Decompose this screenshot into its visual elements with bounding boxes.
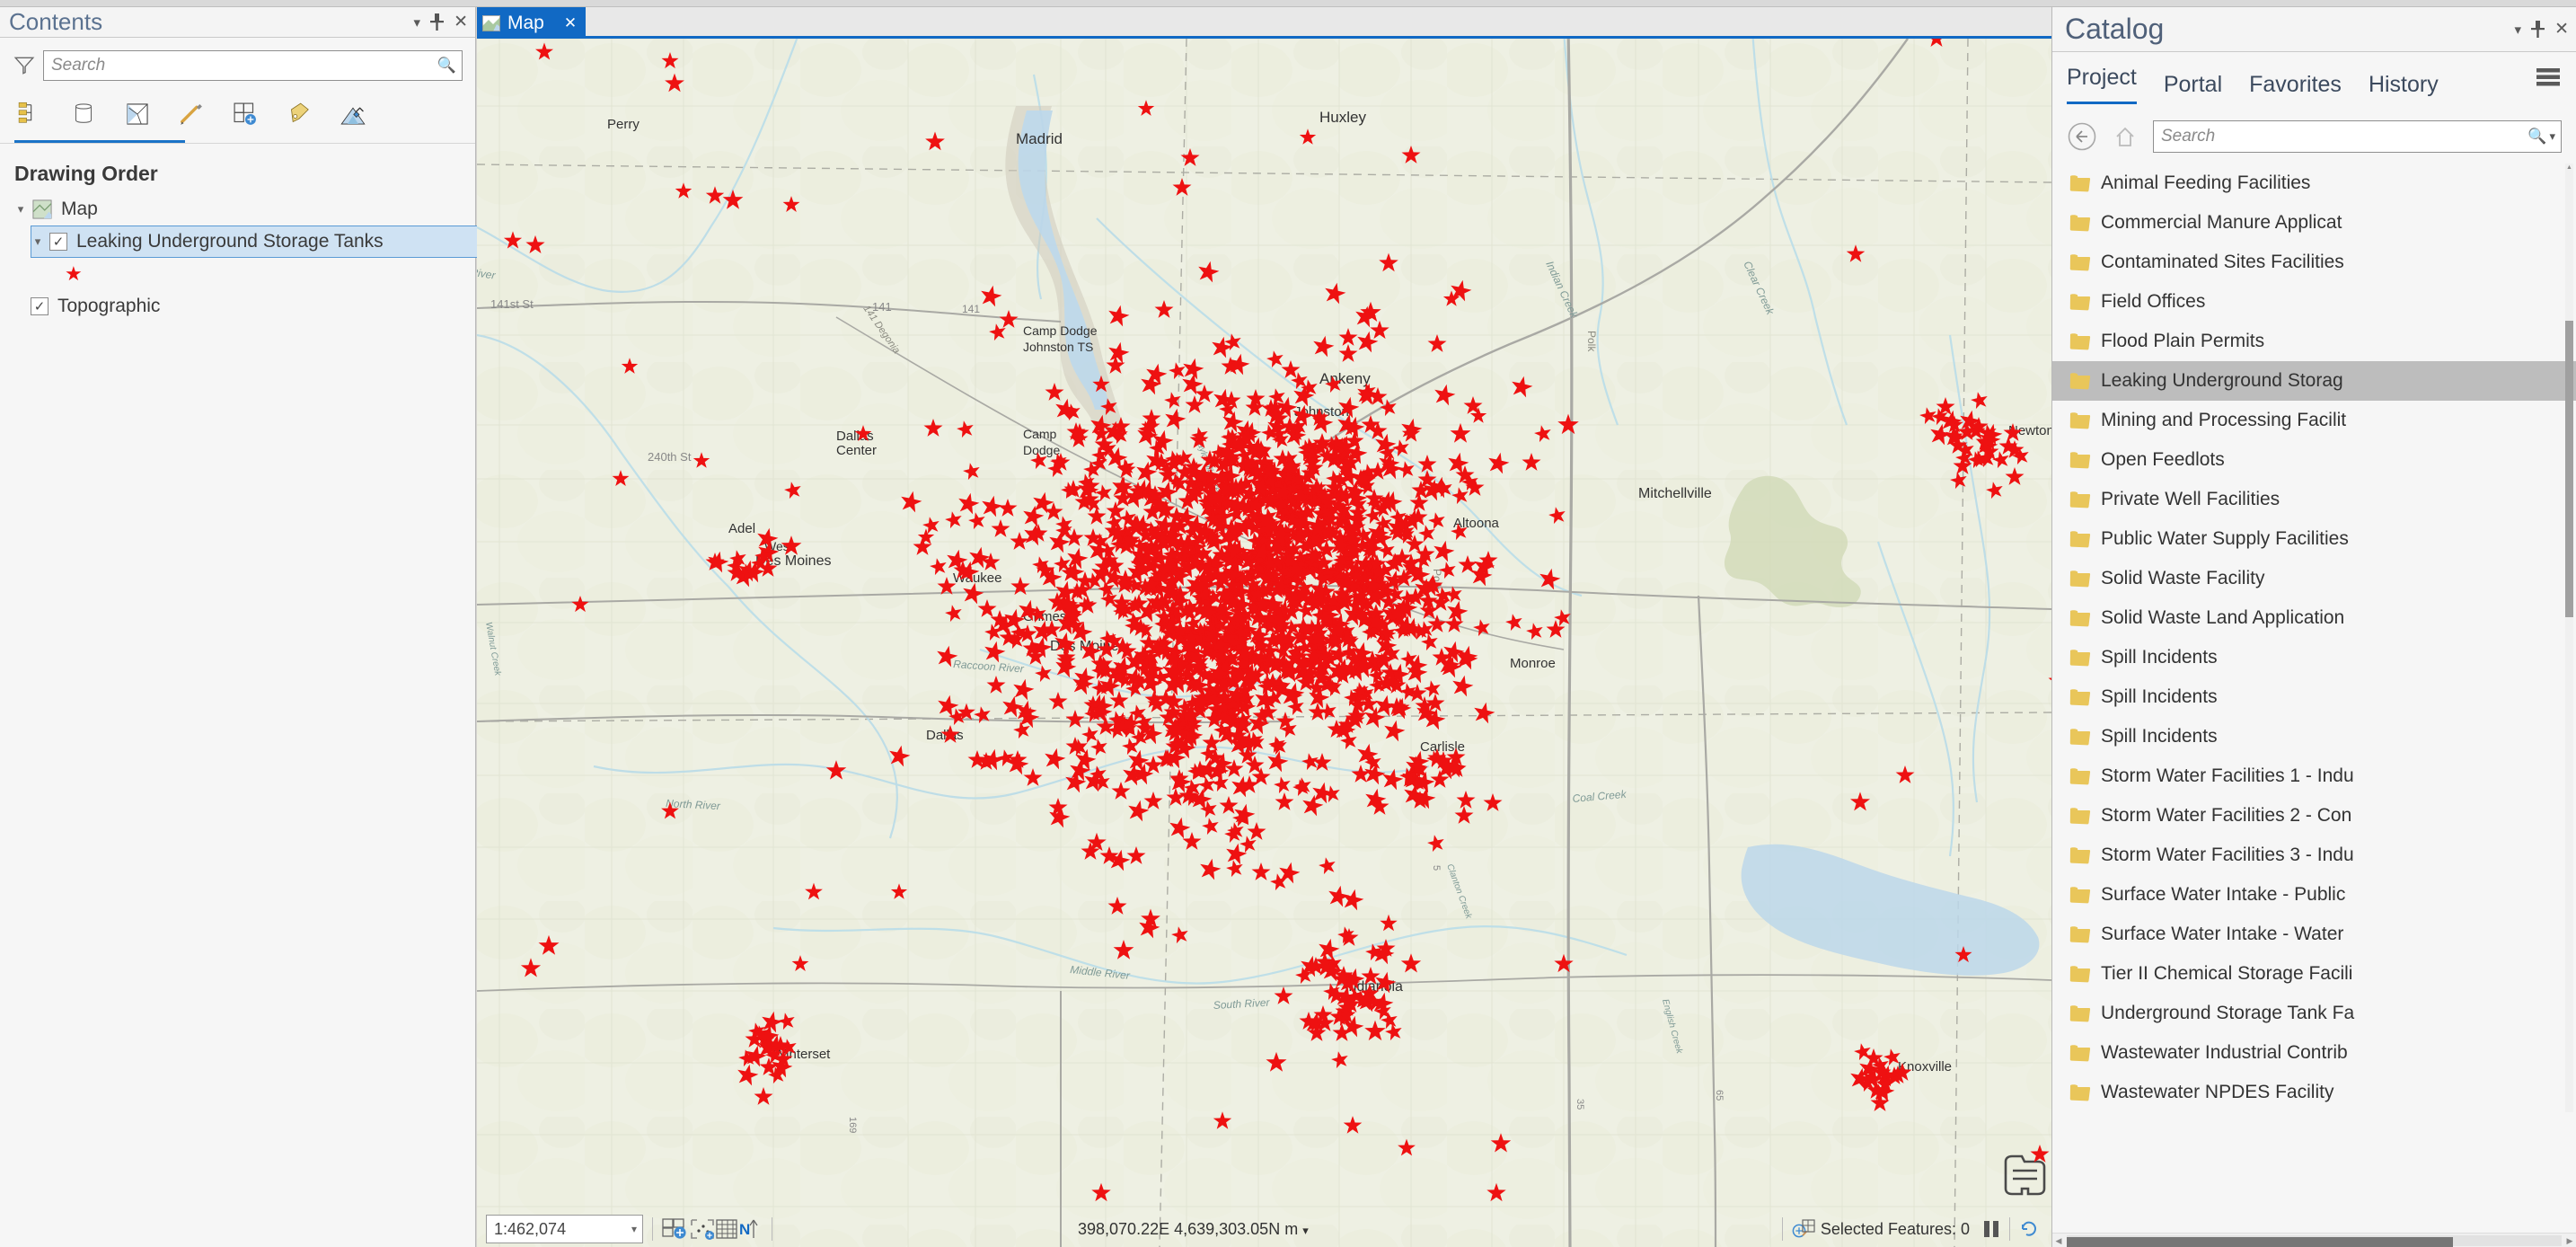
svg-text:Polk: Polk xyxy=(1585,331,1598,352)
svg-text:141st St: 141st St xyxy=(490,297,534,311)
svg-text:65: 65 xyxy=(1714,1090,1725,1101)
svg-text:Center: Center xyxy=(836,443,877,458)
svg-text:5: 5 xyxy=(1431,865,1442,871)
svg-text:Madrid: Madrid xyxy=(1016,130,1063,147)
svg-text:Huxley: Huxley xyxy=(1319,109,1366,126)
svg-text:Johnston TS: Johnston TS xyxy=(1023,340,1093,354)
svg-text:Perry: Perry xyxy=(607,117,640,132)
svg-text:Camp: Camp xyxy=(1023,427,1057,441)
svg-text:35: 35 xyxy=(1575,1099,1585,1110)
svg-text:169: 169 xyxy=(847,1117,858,1133)
svg-text:Carlisle: Carlisle xyxy=(1420,739,1465,755)
svg-text:Dallas: Dallas xyxy=(836,429,874,444)
svg-text:Dodge: Dodge xyxy=(1023,443,1060,457)
svg-text:Camp Dodge: Camp Dodge xyxy=(1023,323,1098,338)
svg-text:Mitchellville: Mitchellville xyxy=(1638,486,1712,501)
svg-text:Monroe: Monroe xyxy=(1510,656,1556,671)
svg-text:Adel: Adel xyxy=(728,521,755,536)
svg-text:N: N xyxy=(739,1221,750,1238)
svg-text:Dallas: Dallas xyxy=(926,728,964,743)
svg-text:240th St: 240th St xyxy=(648,450,692,464)
svg-text:141: 141 xyxy=(962,303,980,315)
